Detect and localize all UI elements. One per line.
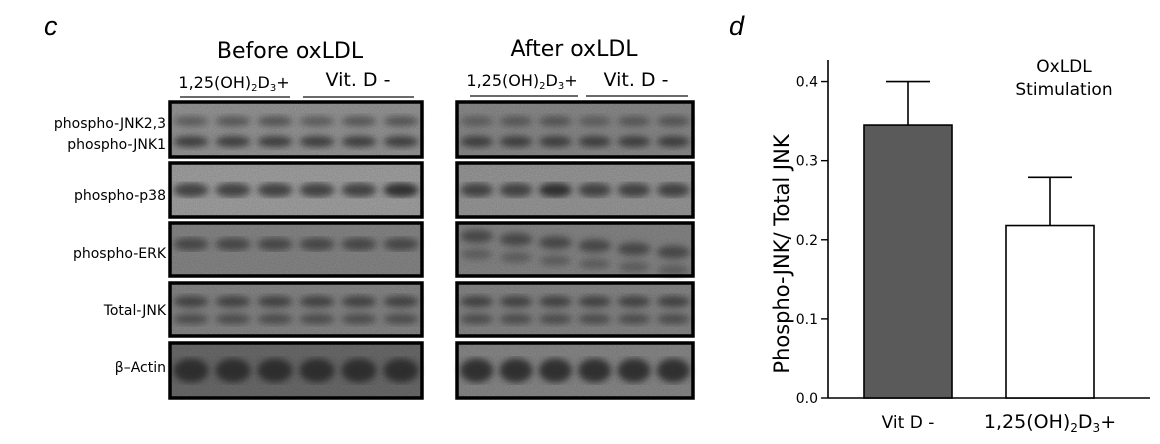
group-title-after: After oxLDL — [510, 37, 638, 62]
blot-label-beta-actin: β–Actin — [115, 360, 166, 376]
bar-chart: 0.0 0.1 0.2 0.3 0.4 Vit D - 1,25(OH)2D3+ — [796, 60, 1150, 435]
subgroup-label-calcitriol-before: 1,25(OH)2D3+ — [178, 73, 289, 94]
y-axis-label: Phospho-JNK/ Total JNK — [770, 133, 794, 373]
blot-strip — [168, 341, 424, 400]
subgroup-label-calcitriol-after: 1,25(OH)2D3+ — [466, 71, 577, 92]
blot-strip — [455, 221, 695, 278]
western-blot-images — [168, 100, 695, 400]
subgroup-label-vitd-before: Vit. D - — [326, 69, 391, 91]
blot-label-phospho-erk: phospho-ERK — [73, 246, 167, 262]
y-tick-label: 0.2 — [796, 233, 818, 249]
blot-strip — [168, 221, 424, 278]
x-tick-label: Vit D - — [882, 413, 935, 433]
blot-label-phospho-jnk1: phospho-JNK1 — [67, 137, 166, 153]
panel-letter-d: d — [729, 11, 745, 41]
blot-label-phospho-jnk23: phospho-JNK2,3 — [54, 116, 166, 132]
blot-strip — [168, 281, 424, 338]
subgroup-label-vitd-after: Vit. D - — [604, 69, 669, 91]
panel-letter-c: c — [44, 11, 58, 41]
y-tick-label: 0.1 — [796, 312, 818, 328]
annotation-stimulation: Stimulation — [1015, 80, 1112, 100]
y-tick-label: 0.0 — [796, 391, 818, 407]
panel-c: c Before oxLDL After oxLDL 1,25(OH)2D3+ … — [44, 11, 695, 400]
y-tick-label: 0.3 — [796, 154, 818, 170]
annotation-oxldl: OxLDL — [1036, 57, 1092, 77]
blot-strip — [455, 100, 695, 159]
blot-label-total-jnk: Total-JNK — [103, 303, 167, 319]
blot-label-phospho-p38: phospho-p38 — [74, 188, 166, 204]
group-title-before: Before oxLDL — [217, 39, 364, 64]
panel-d: d Phospho-JNK/ Total JNK OxLDL Stimulati… — [729, 11, 1150, 435]
blot-strip — [168, 161, 424, 219]
bar — [863, 124, 953, 399]
blot-strip — [455, 161, 695, 219]
y-tick-label: 0.4 — [796, 75, 818, 91]
x-tick-label: 1,25(OH)2D3+ — [984, 411, 1116, 435]
blot-strip — [455, 341, 695, 400]
blot-strip — [168, 100, 424, 159]
blot-strip — [455, 281, 695, 338]
bar — [1005, 224, 1095, 399]
